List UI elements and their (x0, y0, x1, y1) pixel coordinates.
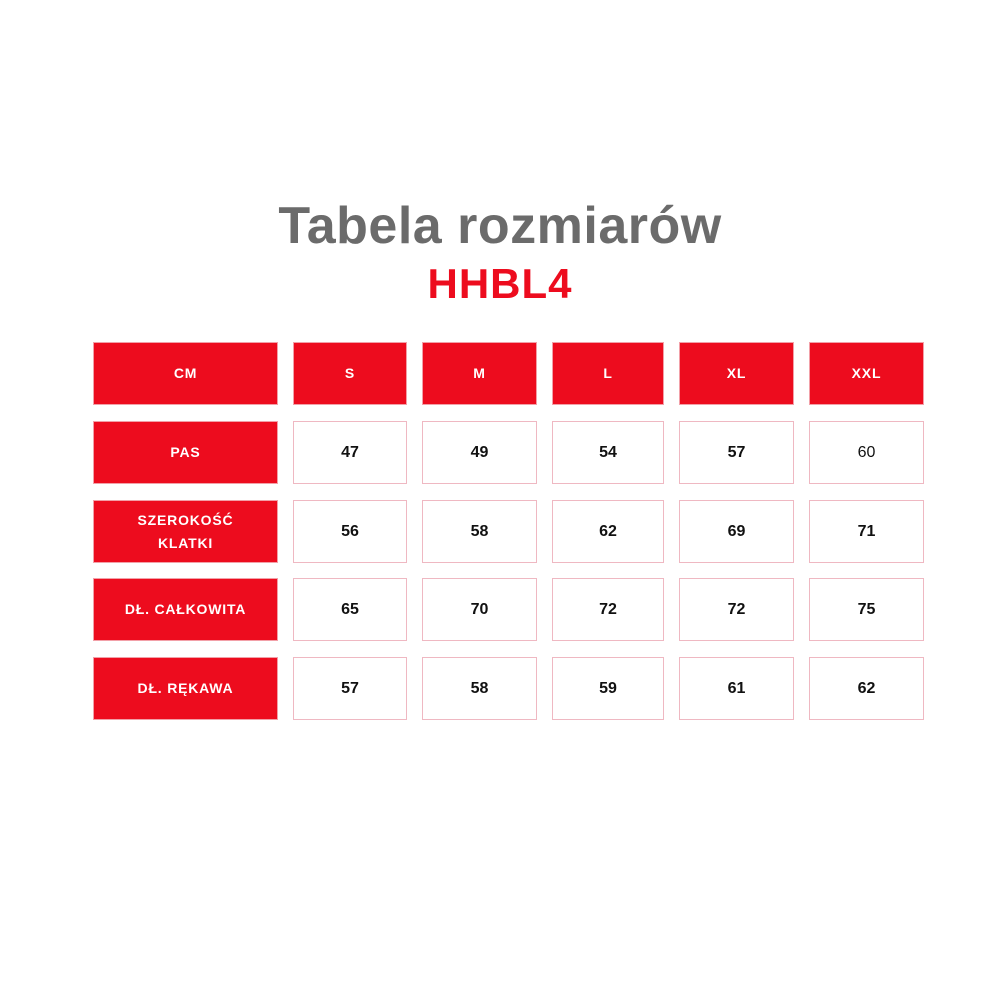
value-cell: 69 (679, 500, 794, 563)
size-header-text: XXL (851, 365, 882, 381)
value-cell: 70 (422, 578, 537, 641)
value-cell-text: 65 (341, 600, 359, 618)
row-label-text: SZEROKOŚĆ KLATKI (137, 511, 234, 551)
page-title: Tabela rozmiarów (278, 197, 722, 255)
row-label: SZEROKOŚĆ KLATKI (93, 500, 278, 563)
value-cell-text: 47 (341, 443, 359, 461)
size-header-text: M (473, 365, 486, 381)
value-cell-text: 71 (857, 522, 876, 540)
value-cell-text: 62 (857, 679, 876, 697)
value-cell: 71 (809, 500, 924, 563)
value-cell: 56 (293, 500, 407, 563)
size-header: M (422, 342, 537, 405)
value-cell-text: 60 (857, 443, 876, 461)
value-cell: 54 (552, 421, 664, 484)
value-cell: 62 (809, 657, 924, 720)
row-label: DŁ. CAŁKOWITA (93, 578, 278, 641)
value-cell-text: 57 (727, 443, 746, 461)
value-cell: 58 (422, 657, 537, 720)
row-label-text: DŁ. RĘKAWA (137, 680, 234, 696)
value-cell-text: 54 (599, 443, 617, 461)
row-label-text: PAS (170, 444, 201, 460)
value-cell-text: 72 (599, 600, 617, 618)
value-cell: 59 (552, 657, 664, 720)
value-cell-text: 70 (470, 600, 489, 618)
row-label: DŁ. RĘKAWA (93, 657, 278, 720)
value-cell: 75 (809, 578, 924, 641)
value-cell: 47 (293, 421, 407, 484)
size-header-text: S (344, 365, 356, 381)
value-cell: 72 (552, 578, 664, 641)
size-header-text: XL (726, 365, 747, 381)
row-label: PAS (93, 421, 278, 484)
value-cell: 65 (293, 578, 407, 641)
size-header: XXL (809, 342, 924, 405)
value-cell-text: 62 (599, 522, 617, 540)
value-cell-text: 75 (857, 600, 876, 618)
value-cell-text: 57 (341, 679, 359, 697)
size-header: L (552, 342, 664, 405)
value-cell: 57 (679, 421, 794, 484)
model-code: HHBL4 (427, 260, 573, 307)
value-cell-text: 58 (470, 522, 489, 540)
size-header: XL (679, 342, 794, 405)
value-cell: 72 (679, 578, 794, 641)
value-cell: 58 (422, 500, 537, 563)
size-header: S (293, 342, 407, 405)
value-cell: 57 (293, 657, 407, 720)
value-cell-text: 61 (727, 679, 746, 697)
value-cell-text: 49 (470, 443, 489, 461)
value-cell-text: 58 (470, 679, 489, 697)
row-label-text: DŁ. CAŁKOWITA (124, 601, 247, 617)
value-cell: 49 (422, 421, 537, 484)
value-cell-text: 72 (727, 600, 746, 618)
value-cell: 62 (552, 500, 664, 563)
value-cell-text: 56 (341, 522, 359, 540)
value-cell: 61 (679, 657, 794, 720)
value-cell-text: 69 (727, 522, 746, 540)
corner-header-text: CM (173, 365, 198, 381)
value-cell: 60 (809, 421, 924, 484)
size-header-text: L (603, 365, 613, 381)
corner-header: CM (93, 342, 278, 405)
value-cell-text: 59 (599, 679, 617, 697)
